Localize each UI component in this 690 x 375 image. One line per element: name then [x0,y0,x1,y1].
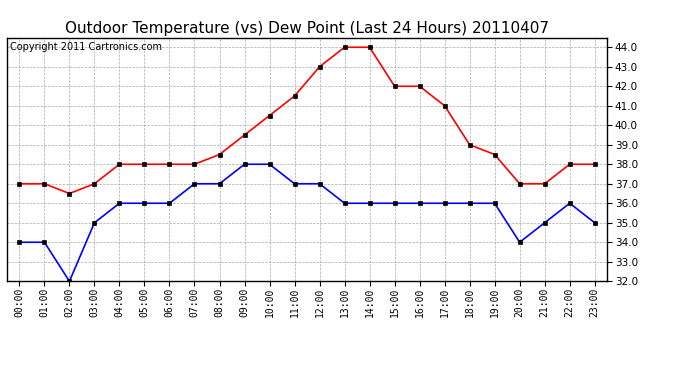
Title: Outdoor Temperature (vs) Dew Point (Last 24 Hours) 20110407: Outdoor Temperature (vs) Dew Point (Last… [65,21,549,36]
Text: Copyright 2011 Cartronics.com: Copyright 2011 Cartronics.com [10,42,162,52]
